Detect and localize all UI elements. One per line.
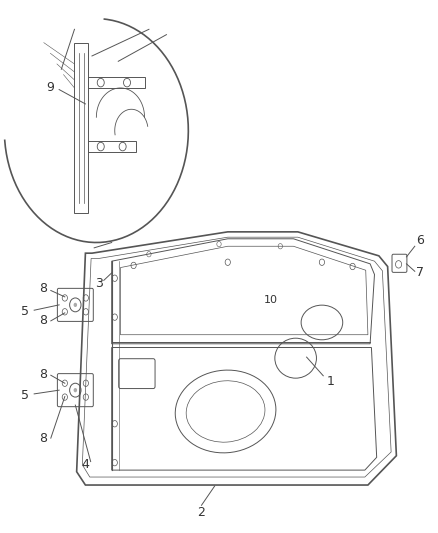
Text: 2: 2	[198, 506, 205, 519]
Circle shape	[74, 388, 77, 392]
Text: 8: 8	[39, 432, 47, 445]
Text: 5: 5	[21, 305, 29, 318]
Text: 9: 9	[46, 82, 54, 94]
Text: 10: 10	[264, 295, 278, 304]
Circle shape	[74, 303, 77, 307]
Text: 4: 4	[81, 458, 89, 471]
Text: 6: 6	[416, 235, 424, 247]
Text: 3: 3	[95, 277, 102, 290]
Text: 8: 8	[39, 282, 47, 295]
Text: 8: 8	[39, 314, 47, 327]
Text: 1: 1	[327, 375, 335, 387]
Text: 7: 7	[416, 266, 424, 279]
Text: 5: 5	[21, 389, 29, 402]
Text: 8: 8	[39, 368, 47, 381]
